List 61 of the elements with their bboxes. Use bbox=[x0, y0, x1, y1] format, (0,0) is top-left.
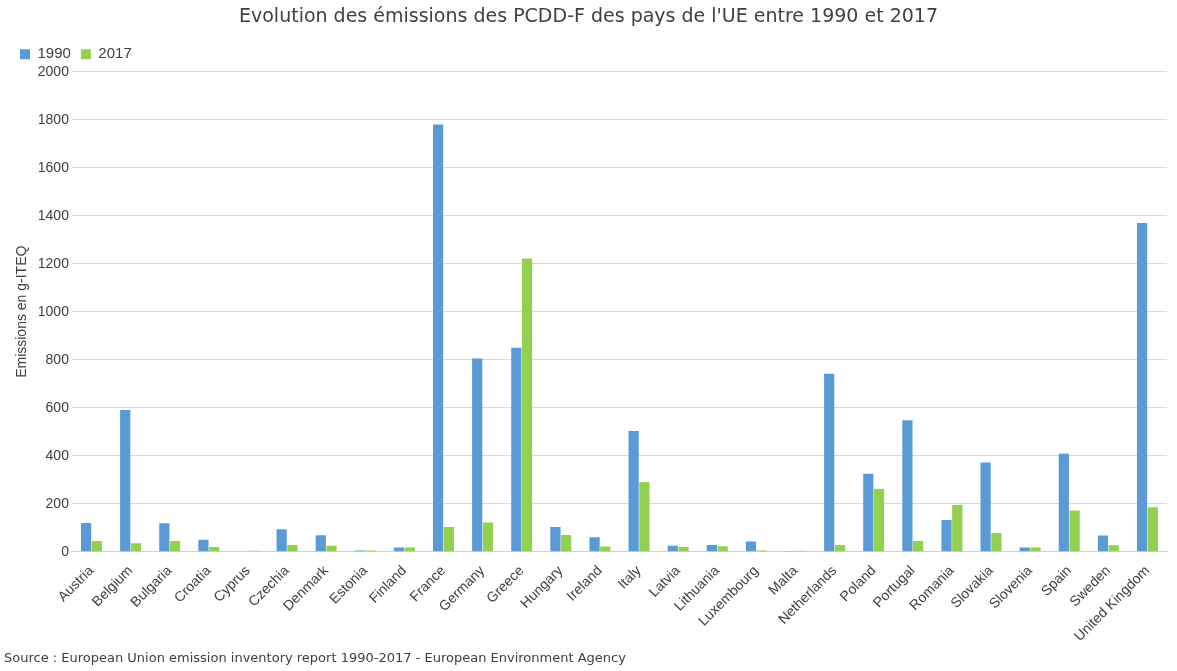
chart-title: Evolution des émissions des PCDD-F des pays de l'UE entre 1990 et 2017 bbox=[238, 4, 939, 27]
y-tick-label: 600 bbox=[45, 398, 70, 415]
bar bbox=[287, 544, 298, 552]
y-tick-label: 1600 bbox=[37, 158, 70, 175]
bar bbox=[326, 545, 337, 552]
bar bbox=[991, 532, 1002, 552]
bar bbox=[511, 347, 522, 552]
bar bbox=[639, 482, 650, 552]
bar bbox=[81, 522, 92, 552]
y-tick-label: 1800 bbox=[37, 110, 70, 127]
bar bbox=[600, 546, 611, 552]
legend-label: 1990 bbox=[37, 44, 71, 62]
bar bbox=[717, 546, 728, 552]
bar bbox=[443, 526, 454, 552]
bar bbox=[561, 534, 572, 552]
bar bbox=[873, 488, 885, 552]
bar bbox=[834, 544, 846, 552]
y-tick-label: 1400 bbox=[37, 206, 70, 223]
y-tick-label: 0 bbox=[61, 542, 70, 559]
bar bbox=[863, 473, 874, 552]
bar bbox=[120, 410, 131, 552]
bar bbox=[550, 526, 561, 552]
bar bbox=[433, 124, 444, 552]
bar bbox=[745, 541, 757, 552]
bar bbox=[589, 537, 600, 552]
bar bbox=[913, 540, 924, 552]
y-tick-label: 400 bbox=[45, 446, 70, 463]
bar bbox=[276, 529, 287, 552]
bar bbox=[91, 540, 102, 552]
bar bbox=[1069, 510, 1080, 552]
y-tick-label: 200 bbox=[45, 494, 70, 511]
bar bbox=[952, 504, 963, 552]
bar bbox=[198, 539, 209, 552]
legend-label: 2017 bbox=[98, 44, 132, 62]
bar bbox=[1147, 507, 1158, 552]
bar bbox=[902, 420, 913, 552]
bar bbox=[472, 358, 483, 552]
bar bbox=[130, 543, 142, 552]
bar bbox=[678, 546, 689, 552]
bar bbox=[1136, 222, 1148, 552]
bar bbox=[1108, 545, 1119, 552]
bar bbox=[209, 546, 220, 552]
bar bbox=[159, 523, 170, 552]
bar bbox=[706, 544, 717, 552]
bar bbox=[169, 540, 181, 552]
y-tick-label: 1000 bbox=[37, 302, 70, 319]
bar bbox=[1097, 535, 1109, 552]
bar bbox=[482, 522, 494, 552]
y-tick-label: 1200 bbox=[37, 254, 70, 271]
x-tick-label: Italy bbox=[614, 562, 644, 592]
y-tick-label: 800 bbox=[45, 350, 70, 367]
y-tick-label: 2000 bbox=[37, 62, 70, 79]
bar bbox=[521, 258, 533, 552]
bar bbox=[941, 520, 952, 552]
bar bbox=[824, 373, 835, 552]
source-note: Source : European Union emission inventory report 1990-2017 - European Environment Agency bbox=[4, 650, 626, 665]
y-axis-title: Emissions en g-ITEQ bbox=[13, 245, 30, 378]
bar bbox=[628, 430, 639, 552]
bar bbox=[980, 462, 991, 552]
bar bbox=[1058, 453, 1069, 552]
bar bbox=[315, 535, 326, 552]
